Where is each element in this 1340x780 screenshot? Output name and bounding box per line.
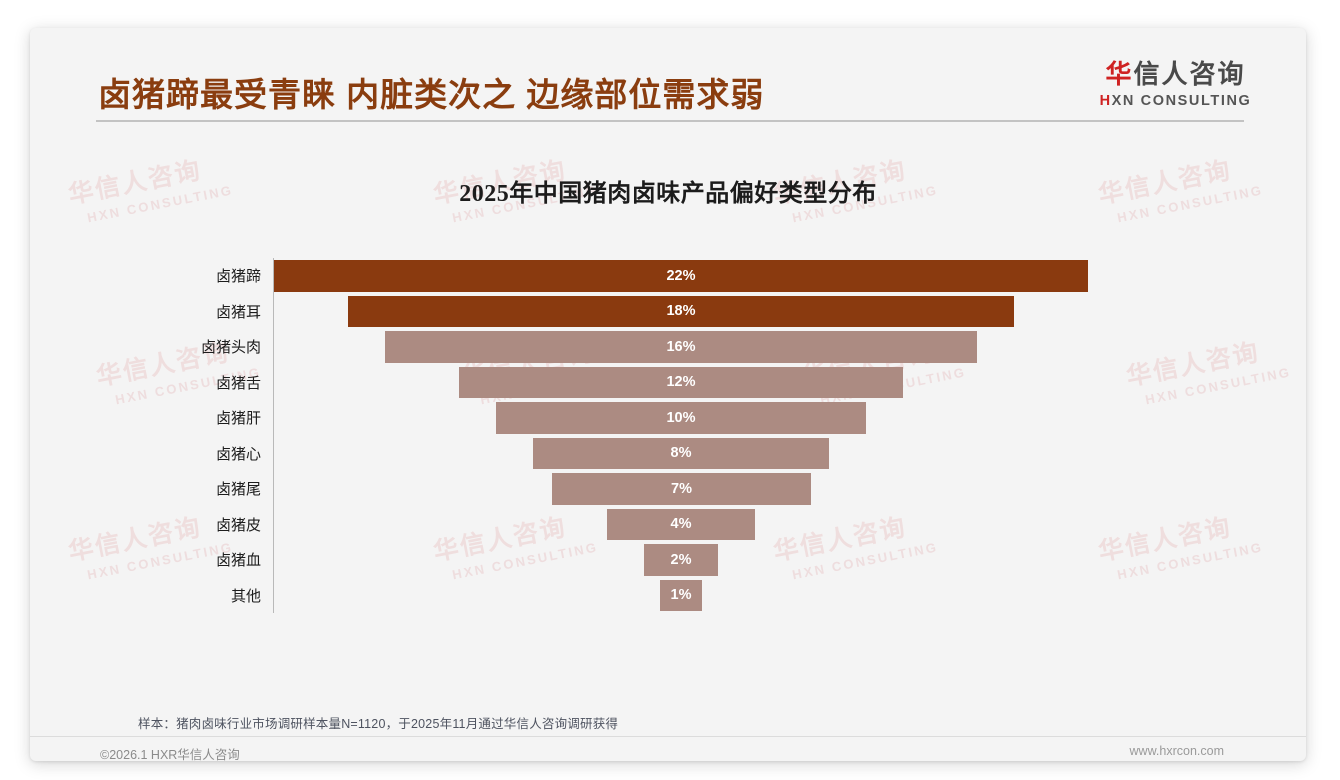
- logo-en-rest: XN CONSULTING: [1111, 92, 1252, 109]
- funnel-bar-track: 1%: [273, 577, 1230, 613]
- funnel-bar: 12%: [459, 366, 903, 398]
- funnel-bar-value: 4%: [670, 516, 692, 533]
- funnel-category-label: 其他: [230, 587, 261, 605]
- funnel-bar: 7%: [552, 473, 811, 505]
- funnel-category-label: 卤猪血: [215, 552, 261, 570]
- slide-footer: ©2026.1 HXR华信人咨询 www.hxrcon.com: [30, 736, 1306, 761]
- funnel-bar-track: 10%: [273, 400, 1230, 436]
- funnel-bar-track: 2%: [273, 542, 1230, 578]
- funnel-bar-value: 1%: [670, 587, 692, 604]
- funnel-category-label: 卤猪头肉: [200, 339, 261, 357]
- logo-english-text: HXN CONSULTING: [1083, 93, 1268, 109]
- funnel-row: 卤猪心 8%: [100, 435, 1230, 471]
- source-footnote: 样本：猪肉卤味行业市场调研样本量N=1120，于2025年11月通过华信人咨询调…: [138, 717, 619, 731]
- website-url: www.hxrcon.com: [1129, 744, 1224, 758]
- logo-cn-accent-char: 华: [1105, 59, 1134, 89]
- funnel-row: 卤猪耳 18%: [100, 293, 1230, 329]
- funnel-bar: 2%: [644, 544, 718, 576]
- funnel-category-label: 卤猪皮: [215, 516, 261, 534]
- funnel-row: 卤猪舌 12%: [100, 364, 1230, 400]
- funnel-category-label: 卤猪尾: [215, 481, 261, 499]
- funnel-bar-track: 12%: [273, 364, 1230, 400]
- logo-cn-rest: 信人咨询: [1133, 59, 1246, 89]
- funnel-category-label: 卤猪蹄: [215, 268, 261, 286]
- chart-title: 2025年中国猪肉卤味产品偏好类型分布: [459, 181, 877, 207]
- logo-chinese-text: 华信人咨询: [1083, 59, 1268, 90]
- company-logo: 华信人咨询 HXN CONSULTING: [1083, 59, 1268, 109]
- logo-en-accent-char: H: [1099, 92, 1112, 109]
- funnel-bar-track: 7%: [273, 471, 1230, 507]
- funnel-bar-value: 2%: [670, 551, 692, 568]
- funnel-row: 卤猪头肉 16%: [100, 329, 1230, 365]
- copyright-text: ©2026.1 HXR华信人咨询: [100, 748, 240, 761]
- funnel-row: 卤猪血 2%: [100, 542, 1230, 578]
- slide-canvas: 华信人咨询 HXN CONSULTING 华信人咨询 HXN CONSULTING 华信…: [30, 28, 1306, 761]
- funnel-bar-value: 16%: [666, 338, 696, 355]
- funnel-bar: 8%: [533, 437, 829, 469]
- funnel-bar: 10%: [496, 402, 866, 434]
- funnel-bar-value: 10%: [666, 409, 696, 426]
- funnel-bar-track: 18%: [273, 293, 1230, 329]
- page-title: 卤猪蹄最受青睐 内脏类次之 边缘部位需求弱: [98, 76, 765, 113]
- funnel-bar: 22%: [274, 260, 1088, 292]
- funnel-bar: 16%: [385, 331, 977, 363]
- funnel-bar-value: 8%: [670, 445, 692, 462]
- funnel-bar-track: 8%: [273, 435, 1230, 471]
- funnel-row: 卤猪蹄 22%: [100, 258, 1230, 294]
- funnel-category-label: 卤猪舌: [215, 374, 261, 392]
- funnel-bar-value: 7%: [671, 480, 692, 497]
- funnel-bar: 18%: [348, 295, 1014, 327]
- funnel-bar: 1%: [660, 579, 702, 611]
- funnel-row: 卤猪肝 10%: [100, 400, 1230, 436]
- funnel-row: 卤猪皮 4%: [100, 506, 1230, 542]
- funnel-bar: 4%: [607, 508, 755, 540]
- funnel-category-label: 卤猪心: [215, 445, 261, 463]
- funnel-bar-track: 16%: [273, 329, 1230, 365]
- funnel-category-label: 卤猪肝: [215, 410, 261, 428]
- funnel-bar-track: 22%: [273, 258, 1230, 294]
- funnel-category-label: 卤猪耳: [215, 303, 261, 321]
- slide-header: 卤猪蹄最受青睐 内脏类次之 边缘部位需求弱 华信人咨询 HXN CONSULTI…: [30, 28, 1306, 150]
- funnel-bar-value: 22%: [666, 267, 696, 284]
- funnel-chart: 卤猪蹄 22% 卤猪耳 18% 卤猪头肉 16% 卤猪舌 12% 卤猪肝 10% 卤猪心 8% 卤猪尾 7…: [100, 258, 1230, 658]
- funnel-row: 卤猪尾 7%: [100, 471, 1230, 507]
- funnel-bar-track: 4%: [273, 506, 1230, 542]
- funnel-bar-value: 12%: [666, 374, 696, 391]
- funnel-row: 其他 1%: [100, 577, 1230, 613]
- funnel-bar-value: 18%: [666, 303, 696, 320]
- header-divider: [96, 120, 1244, 122]
- footer-divider: [30, 736, 1306, 737]
